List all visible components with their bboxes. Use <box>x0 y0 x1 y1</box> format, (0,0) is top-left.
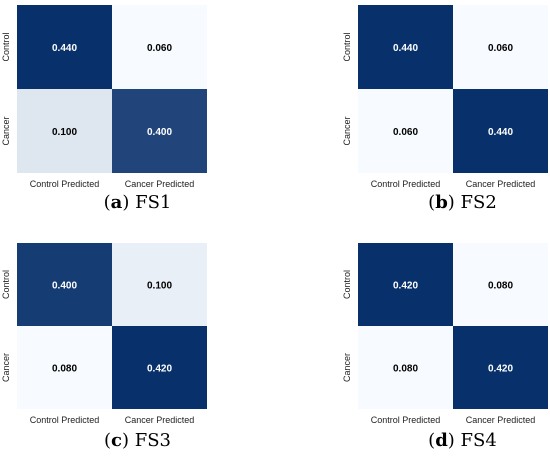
caption-b-label: b <box>435 192 448 213</box>
cell-value-r1-c0: 0.060 <box>393 127 418 138</box>
panel-a: 0.440 0.060 0.100 0.400 Control Cancer Control… <box>0 0 275 228</box>
cell-value-r0-c0: 0.420 <box>393 281 418 292</box>
x-tick-label: Control Predicted <box>30 415 100 425</box>
cell-value-r0-c1: 0.060 <box>147 43 172 54</box>
cell-r0-c0 <box>17 243 112 326</box>
caption-a-label: a <box>110 192 123 213</box>
cell-r1-c0 <box>358 89 453 173</box>
cell-r1-c0 <box>17 326 112 409</box>
cell-r0-c1 <box>112 5 207 89</box>
confusion-matrix-b: 0.440 0.060 0.060 0.440 Control Cancer Control… <box>342 5 548 189</box>
caption-b: (b) FS2 <box>428 192 497 213</box>
confusion-matrix-a: 0.440 0.060 0.100 0.400 Control Cancer Control… <box>1 5 207 189</box>
y-tick-label: Control <box>342 32 352 61</box>
cell-r0-c0 <box>17 5 112 89</box>
cell-r1-c1 <box>112 326 207 409</box>
y-tick-label: Control <box>1 32 11 61</box>
cell-value-r1-c0: 0.100 <box>52 127 77 138</box>
x-tick-label: Control Predicted <box>371 179 441 189</box>
cell-r0-c1 <box>453 243 548 326</box>
cell-value-r1-c1: 0.440 <box>488 127 513 138</box>
x-tick-label: Cancer Predicted <box>466 415 536 425</box>
x-tick-label: Control Predicted <box>371 415 441 425</box>
confusion-matrix-d: 0.420 0.080 0.080 0.420 Control Cancer Control… <box>342 243 548 425</box>
cell-r0-c1 <box>453 5 548 89</box>
confusion-matrix-c: 0.400 0.100 0.080 0.420 Control Cancer Control… <box>1 243 207 425</box>
cell-value-r0-c1: 0.060 <box>488 43 513 54</box>
cell-r1-c1 <box>453 326 548 409</box>
y-tick-label: Cancer <box>342 116 352 145</box>
caption-b-text: FS2 <box>460 192 497 213</box>
x-tick-label: Cancer Predicted <box>125 415 195 425</box>
caption-c-text: FS3 <box>134 430 172 451</box>
cell-value-r0-c0: 0.400 <box>52 281 77 292</box>
panel-d: 0.420 0.080 0.080 0.420 Control Cancer Control… <box>275 240 550 457</box>
y-tick-label: Cancer <box>1 353 11 382</box>
caption-c: (c) FS3 <box>103 430 172 451</box>
cell-value-r0-c1: 0.080 <box>488 281 513 292</box>
y-tick-label: Control <box>342 270 352 299</box>
x-tick-label: Control Predicted <box>30 179 100 189</box>
cell-value-r0-c0: 0.440 <box>393 43 418 54</box>
y-tick-label: Cancer <box>342 353 352 382</box>
cell-r1-c0 <box>17 89 112 173</box>
caption-d-label: d <box>435 430 448 451</box>
cell-r1-c0 <box>358 326 453 409</box>
cell-r0-c0 <box>358 5 453 89</box>
caption-d: (d) FS4 <box>428 430 497 451</box>
cell-r0-c1 <box>112 243 207 326</box>
cell-value-r1-c1: 0.420 <box>147 364 172 375</box>
x-tick-label: Cancer Predicted <box>466 179 536 189</box>
cell-value-r1-c0: 0.080 <box>393 364 418 375</box>
cell-value-r0-c0: 0.440 <box>52 43 77 54</box>
cell-value-r0-c1: 0.100 <box>147 281 172 292</box>
cell-value-r1-c0: 0.080 <box>52 364 77 375</box>
caption-a-text: FS1 <box>135 192 172 213</box>
caption-c-label: c <box>111 430 122 451</box>
y-tick-label: Control <box>1 270 11 299</box>
cell-r1-c1 <box>112 89 207 173</box>
caption-d-text: FS4 <box>460 430 497 451</box>
cell-r0-c0 <box>358 243 453 326</box>
cell-value-r1-c1: 0.400 <box>147 127 172 138</box>
panel-b: 0.440 0.060 0.060 0.440 Control Cancer Control… <box>275 0 550 228</box>
x-tick-label: Cancer Predicted <box>125 179 195 189</box>
y-tick-label: Cancer <box>1 116 11 145</box>
cell-r1-c1 <box>453 89 548 173</box>
cell-value-r1-c1: 0.420 <box>488 364 513 375</box>
panel-c: 0.400 0.100 0.080 0.420 Control Cancer Control… <box>0 240 275 457</box>
caption-a: (a) FS1 <box>103 192 172 213</box>
